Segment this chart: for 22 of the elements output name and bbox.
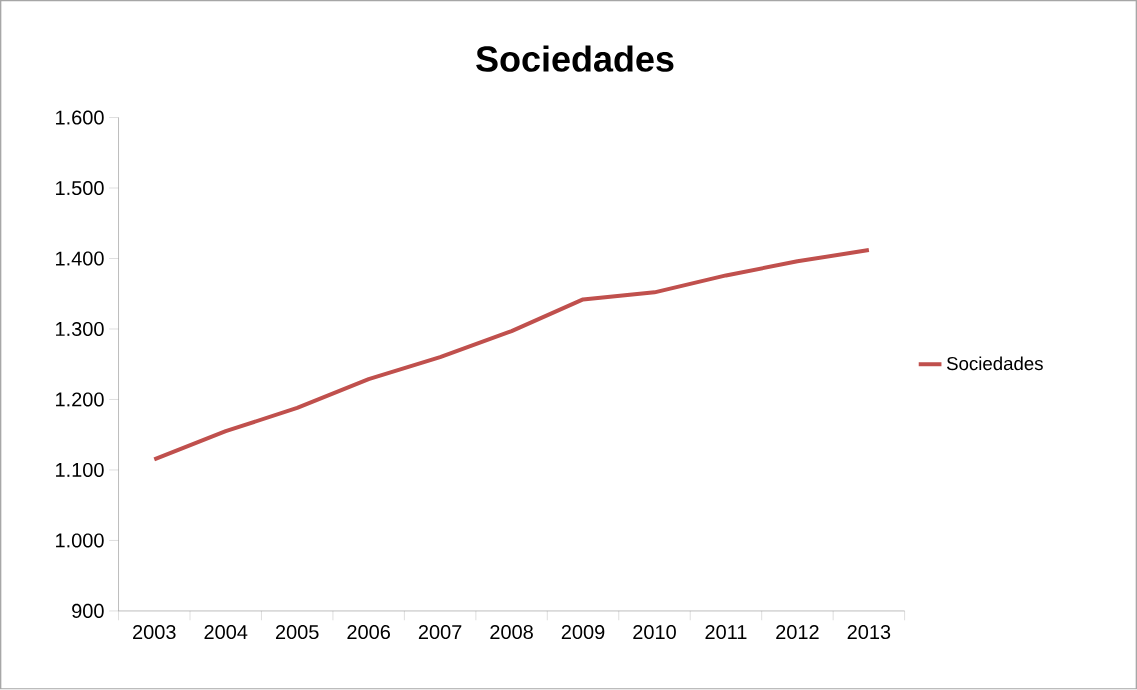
y-tick-label: 1.100 — [56, 463, 104, 478]
y-tick-label: 1.500 — [56, 181, 104, 196]
x-tick-label: 2005 — [275, 625, 319, 640]
x-tick-label: 2009 — [561, 625, 605, 640]
x-tick-label: 2011 — [705, 625, 747, 640]
x-tick-label: 2008 — [490, 625, 533, 640]
x-tick-label: 2013 — [847, 625, 891, 640]
y-tick-label: 1.600 — [56, 110, 104, 125]
y-tick-label: 1.400 — [56, 251, 104, 266]
y-tick-label: 1.200 — [56, 392, 104, 407]
chart-title: Sociedades — [476, 45, 674, 73]
x-tick-label: 2003 — [133, 625, 176, 640]
y-tick-label: 900 — [72, 604, 104, 619]
x-tick-label: 2004 — [204, 625, 248, 640]
y-tick-label: 1.000 — [56, 533, 104, 548]
x-tick-label: 2006 — [347, 625, 390, 640]
y-tick-label: 1.300 — [56, 322, 104, 337]
x-tick-label: 2010 — [633, 625, 676, 640]
x-tick-label: 2007 — [418, 625, 462, 640]
line-series — [152, 248, 871, 462]
x-tick-label: 2012 — [776, 625, 819, 640]
legend-label: Sociedades — [946, 356, 1043, 371]
